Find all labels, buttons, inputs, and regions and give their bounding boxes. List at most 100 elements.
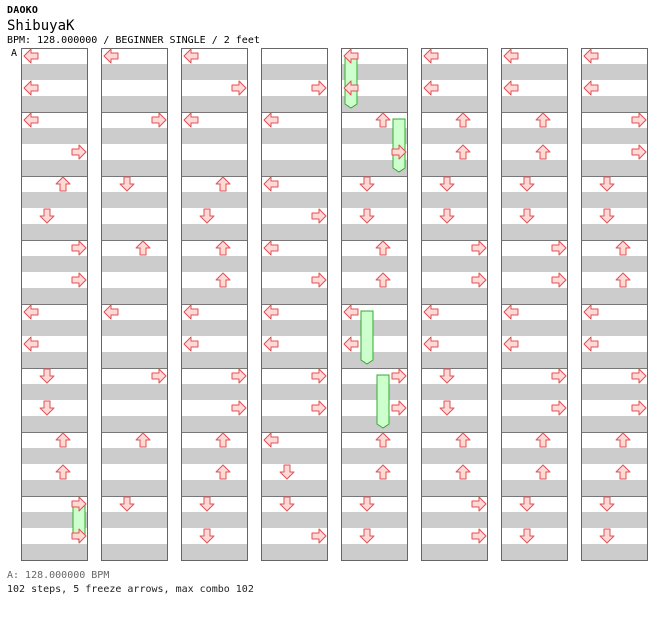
beat-stripe	[181, 544, 248, 560]
beat-stripe	[261, 192, 328, 208]
beat-stripe	[181, 512, 248, 528]
beat-stripe	[341, 160, 408, 176]
beat-stripe	[581, 448, 648, 464]
beat-stripe	[261, 448, 328, 464]
step-arrow-down	[439, 368, 455, 384]
step-arrow-left	[263, 304, 279, 320]
chart-column-border	[501, 48, 568, 561]
step-arrow-right	[71, 528, 87, 544]
step-arrow-right	[311, 208, 327, 224]
step-arrow-down	[599, 208, 615, 224]
beat-stripe	[261, 64, 328, 80]
beat-stripe	[581, 256, 648, 272]
beat-stripe	[421, 320, 488, 336]
step-arrow-left	[423, 336, 439, 352]
step-arrow-up	[55, 432, 71, 448]
beat-stripe	[181, 192, 248, 208]
bpm-marker: A	[11, 48, 18, 59]
beat-stripe	[501, 256, 568, 272]
beat-stripe	[21, 288, 88, 304]
step-arrow-left	[343, 48, 359, 64]
beat-stripe	[181, 448, 248, 464]
beat-stripe	[421, 256, 488, 272]
beat-stripe	[261, 128, 328, 144]
beat-stripe	[501, 64, 568, 80]
step-arrow-up	[215, 176, 231, 192]
beat-stripe	[501, 320, 568, 336]
step-arrow-left	[263, 336, 279, 352]
beat-stripe	[501, 512, 568, 528]
step-arrow-left	[23, 304, 39, 320]
beat-stripe	[181, 128, 248, 144]
step-arrow-right	[151, 112, 167, 128]
beat-stripe	[581, 288, 648, 304]
beat-stripe	[181, 384, 248, 400]
step-arrow-left	[423, 48, 439, 64]
beat-stripe	[341, 96, 408, 112]
beat-stripe	[341, 512, 408, 528]
beat-stripe	[341, 448, 408, 464]
beat-stripe	[101, 96, 168, 112]
step-arrow-up	[375, 112, 391, 128]
step-arrow-down	[599, 176, 615, 192]
beat-stripe	[21, 384, 88, 400]
step-arrow-up	[535, 144, 551, 160]
beat-stripe	[421, 352, 488, 368]
beat-stripe	[21, 256, 88, 272]
step-arrow-right	[551, 240, 567, 256]
beat-stripe	[101, 224, 168, 240]
step-arrow-up	[375, 240, 391, 256]
beat-stripe	[181, 480, 248, 496]
step-arrow-left	[343, 80, 359, 96]
beat-stripe	[181, 96, 248, 112]
step-arrow-up	[455, 432, 471, 448]
beat-stripe	[21, 320, 88, 336]
step-arrow-left	[503, 48, 519, 64]
step-arrow-left	[343, 336, 359, 352]
step-arrow-down	[119, 496, 135, 512]
step-arrow-down	[359, 208, 375, 224]
beat-stripe	[421, 384, 488, 400]
song-artist: DAOKO	[7, 5, 39, 16]
step-arrow-right	[71, 144, 87, 160]
beat-stripe	[21, 544, 88, 560]
beat-stripe	[101, 128, 168, 144]
step-arrow-down	[199, 528, 215, 544]
step-arrow-up	[135, 240, 151, 256]
beat-stripe	[261, 480, 328, 496]
step-arrow-right	[311, 368, 327, 384]
step-arrow-up	[455, 464, 471, 480]
beat-stripe	[21, 64, 88, 80]
step-arrow-up	[55, 176, 71, 192]
beat-stripe	[21, 512, 88, 528]
beat-stripe	[181, 160, 248, 176]
beat-stripe	[421, 96, 488, 112]
step-arrow-left	[183, 304, 199, 320]
step-arrow-left	[503, 336, 519, 352]
beat-stripe	[261, 384, 328, 400]
beat-stripe	[261, 352, 328, 368]
beat-stripe	[581, 64, 648, 80]
beat-stripe	[181, 256, 248, 272]
beat-stripe	[501, 224, 568, 240]
step-arrow-left	[503, 304, 519, 320]
step-arrow-right	[631, 112, 647, 128]
step-arrow-right	[551, 400, 567, 416]
beat-stripe	[181, 288, 248, 304]
beat-stripe	[501, 128, 568, 144]
beat-stripe	[181, 64, 248, 80]
beat-stripe	[341, 224, 408, 240]
step-arrow-right	[151, 368, 167, 384]
step-arrow-right	[311, 80, 327, 96]
beat-stripe	[341, 320, 408, 336]
step-arrow-down	[279, 496, 295, 512]
step-arrow-left	[263, 176, 279, 192]
beat-stripe	[21, 352, 88, 368]
step-arrow-down	[39, 368, 55, 384]
step-arrow-left	[23, 336, 39, 352]
beat-stripe	[101, 320, 168, 336]
step-arrow-left	[343, 304, 359, 320]
beat-stripe	[421, 128, 488, 144]
beat-stripe	[261, 224, 328, 240]
step-arrow-left	[263, 240, 279, 256]
